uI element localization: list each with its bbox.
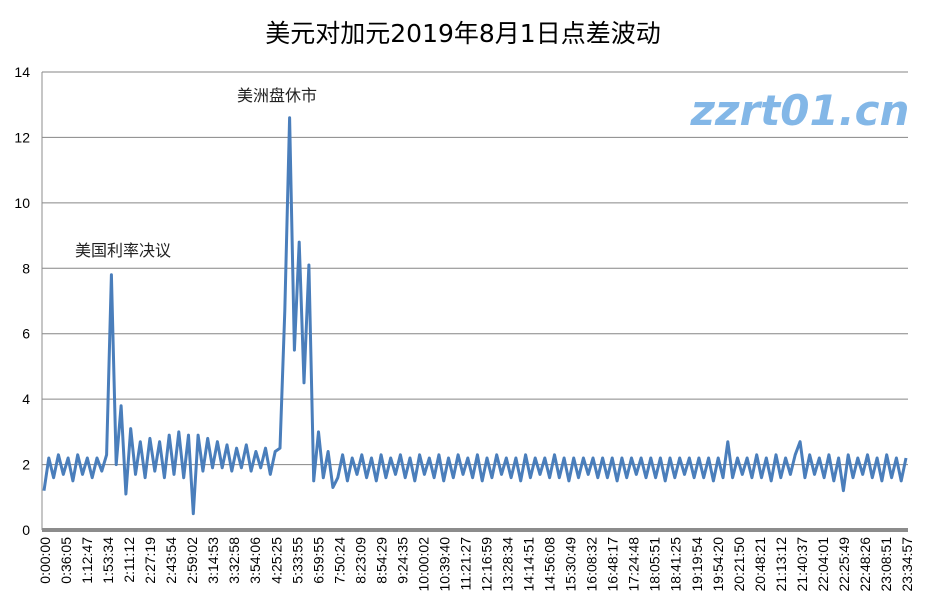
x-tick-label: 6:59:55 bbox=[310, 537, 326, 584]
y-tick-label: 8 bbox=[22, 260, 30, 276]
x-tick-label: 21:40:37 bbox=[794, 537, 810, 592]
x-tick-label: 20:48:21 bbox=[752, 537, 768, 592]
x-tick-label: 3:32:58 bbox=[226, 537, 242, 584]
annotation-americas-closed: 美洲盘休市 bbox=[237, 86, 317, 105]
x-tick-label: 2:11:12 bbox=[121, 537, 137, 583]
chart-title: 美元对加元2019年8月1日点差波动 bbox=[265, 19, 660, 48]
x-tick-label: 2:43:54 bbox=[163, 537, 179, 584]
x-tick-label: 20:21:50 bbox=[731, 537, 747, 592]
x-tick-label: 5:33:55 bbox=[289, 537, 305, 584]
x-tick-label: 18:05:51 bbox=[647, 537, 663, 592]
annotation-rate-decision: 美国利率决议 bbox=[75, 241, 171, 260]
x-tick-label: 23:34:57 bbox=[899, 537, 915, 592]
x-tick-label: 0:00:00 bbox=[37, 537, 53, 584]
x-tick-label: 16:08:32 bbox=[584, 537, 600, 592]
x-tick-label: 14:14:51 bbox=[521, 537, 537, 592]
x-tick-label: 8:23:09 bbox=[352, 537, 368, 584]
x-tick-label: 3:14:53 bbox=[205, 537, 221, 584]
x-tick-label: 18:41:25 bbox=[668, 537, 684, 592]
x-tick-label: 4:25:25 bbox=[268, 537, 284, 584]
x-tick-label: 22:48:26 bbox=[857, 537, 873, 592]
x-tick-label: 11:21:27 bbox=[457, 537, 473, 591]
y-tick-label: 14 bbox=[14, 64, 30, 80]
x-tick-label: 22:25:49 bbox=[836, 537, 852, 592]
x-tick-label: 8:54:29 bbox=[373, 537, 389, 584]
x-tick-label: 12:16:59 bbox=[479, 537, 495, 592]
y-tick-label: 2 bbox=[22, 457, 30, 473]
x-tick-label: 17:24:48 bbox=[626, 537, 642, 592]
y-axis-ticks: 0 2 4 6 8 10 12 14 bbox=[14, 64, 30, 538]
x-tick-label: 9:24:35 bbox=[394, 537, 410, 584]
y-tick-label: 10 bbox=[14, 195, 30, 211]
x-tick-label: 14:56:08 bbox=[542, 537, 558, 592]
x-tick-label: 21:13:12 bbox=[773, 537, 789, 592]
x-tick-label: 10:00:02 bbox=[415, 537, 431, 592]
x-tick-label: 15:30:49 bbox=[563, 537, 579, 592]
x-tick-label: 16:48:17 bbox=[605, 537, 621, 592]
x-tick-label: 2:27:19 bbox=[142, 537, 158, 584]
series-line bbox=[42, 116, 908, 516]
x-tick-label: 23:08:51 bbox=[878, 537, 894, 592]
x-tick-label: 13:28:34 bbox=[500, 537, 516, 592]
x-tick-label: 1:53:34 bbox=[100, 537, 116, 584]
x-tick-label: 2:59:02 bbox=[184, 537, 200, 584]
y-tick-label: 6 bbox=[22, 326, 30, 342]
y-tick-label: 12 bbox=[14, 129, 30, 145]
x-tick-label: 7:50:24 bbox=[331, 537, 347, 584]
x-tick-label: 3:54:06 bbox=[247, 537, 263, 584]
x-tick-label: 19:19:54 bbox=[689, 537, 705, 592]
x-tick-label: 1:12:47 bbox=[79, 537, 95, 584]
y-tick-label: 0 bbox=[22, 522, 30, 538]
x-tick-label: 22:04:01 bbox=[815, 537, 831, 592]
x-axis-ticks: 0:00:00 0:36:05 1:12:47 1:53:34 2:11:12 2:27:… bbox=[37, 537, 915, 592]
x-tick-label: 19:54:20 bbox=[710, 537, 726, 592]
x-tick-label: 0:36:05 bbox=[58, 537, 74, 584]
y-tick-label: 4 bbox=[22, 391, 30, 407]
watermark-logo: zzrt01.cn bbox=[690, 86, 910, 135]
x-tick-label: 10:39:40 bbox=[436, 537, 452, 592]
